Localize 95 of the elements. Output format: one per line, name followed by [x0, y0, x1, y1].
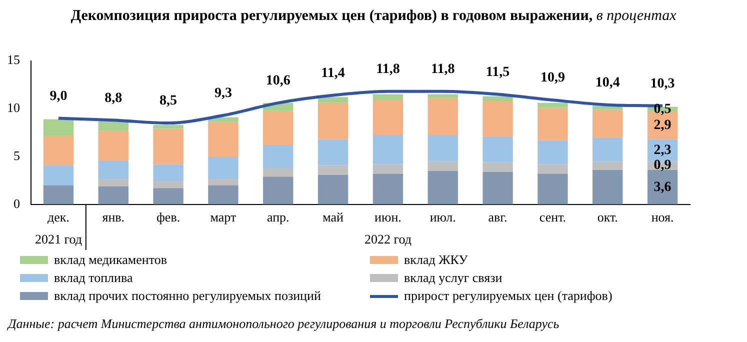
bar	[428, 170, 458, 204]
bar	[43, 119, 74, 136]
bar	[98, 130, 128, 160]
bar	[372, 164, 404, 174]
x-tick-label: июл.	[430, 210, 456, 225]
data-label: 11,8	[376, 62, 400, 78]
data-label: 11,8	[431, 62, 455, 78]
x-tick-label: окт.	[597, 210, 618, 225]
bar	[482, 101, 513, 136]
bar	[263, 168, 294, 177]
bar	[153, 164, 184, 180]
bar	[538, 164, 568, 174]
data-label: 0,9	[654, 158, 672, 174]
bar	[428, 94, 458, 98]
bar	[98, 178, 128, 186]
data-label: 9,3	[214, 86, 232, 101]
data-label: 10,4	[595, 75, 620, 90]
data-label: 11,4	[321, 66, 345, 81]
bar	[428, 134, 458, 162]
bar	[592, 161, 623, 170]
bar	[263, 176, 294, 204]
data-label: 2,9	[654, 118, 672, 134]
bar	[538, 108, 568, 140]
x-tick-label: ноя.	[651, 210, 674, 225]
bar	[482, 162, 513, 172]
y-tick-label: 0	[14, 196, 20, 211]
bar	[318, 174, 348, 204]
bar	[482, 172, 513, 204]
bar	[538, 102, 568, 108]
legend-label: вклад ЖКУ	[403, 252, 469, 268]
data-label: 8,8	[104, 90, 122, 106]
data-label: 10,3	[650, 76, 675, 92]
bar	[43, 185, 74, 204]
data-label: 3,6	[654, 180, 672, 195]
x-tick-label: апр.	[266, 210, 290, 225]
bar	[482, 96, 513, 102]
bar	[208, 185, 238, 204]
x-tick-label: май	[322, 210, 344, 225]
bar	[263, 145, 294, 168]
bar	[208, 156, 238, 179]
y-tick-label: 5	[14, 148, 20, 163]
bar	[153, 124, 184, 129]
y-tick-label: 10	[7, 100, 20, 116]
data-label: 10,9	[540, 70, 565, 86]
bar	[592, 170, 623, 204]
legend-label: вклад услуг связи	[403, 270, 504, 286]
bar	[208, 178, 238, 186]
bar	[592, 110, 623, 138]
legend-label: прирост регулируемых цен (тарифов)	[403, 288, 614, 304]
bar	[428, 161, 458, 171]
data-label: 10,6	[266, 74, 290, 89]
bar	[153, 128, 184, 164]
bar	[428, 98, 458, 135]
x-tick-label: сент.	[539, 210, 566, 225]
legend-label: вклад прочих постоянно регулируемых позиций	[53, 288, 322, 304]
x-tick-label: фев.	[156, 210, 180, 225]
data-label: 2,3	[654, 142, 672, 158]
bar	[153, 180, 184, 188]
bar	[372, 100, 404, 135]
x-tick-label: авг.	[488, 210, 508, 225]
data-label: 11,5	[486, 64, 510, 80]
bar	[98, 160, 128, 179]
legend-label: вклад топлива	[53, 270, 134, 286]
x-tick-label: март	[210, 210, 236, 225]
bar	[43, 135, 74, 166]
bar	[263, 110, 294, 146]
bar	[592, 137, 623, 162]
bar	[43, 165, 74, 186]
data-label: 8,5	[160, 94, 178, 109]
x-tick-label: янв.	[102, 210, 125, 225]
bar	[538, 140, 568, 164]
bar	[318, 97, 348, 103]
text: 2021 год	[34, 231, 82, 246]
bar	[372, 94, 404, 100]
bar	[318, 102, 348, 140]
bar	[153, 188, 184, 204]
text: Данные: расчет Министерства антимонопольного регулирования и торговли Республики Беларусь	[8, 316, 560, 332]
bar	[318, 139, 348, 166]
chart-title: Декомпозиция прироста регулируемых цен (тарифов) в годовом выражении,	[70, 8, 593, 24]
x-tick-label: июн.	[374, 210, 402, 225]
bar	[538, 174, 568, 204]
data-label: 9,0	[50, 88, 68, 104]
bar	[208, 122, 238, 157]
text: 2022 год	[364, 231, 412, 246]
bar	[482, 136, 513, 162]
y-tick-label: 15	[7, 52, 20, 68]
bar	[98, 121, 128, 131]
bar	[318, 165, 348, 175]
bar	[372, 174, 404, 204]
x-tick-label: дек.	[47, 210, 70, 225]
legend-label: вклад медикаментов	[53, 252, 168, 268]
chart-subtitle: в процентах	[596, 8, 676, 24]
bar	[372, 134, 404, 164]
bar	[98, 186, 128, 204]
data-label: 0,5	[654, 102, 672, 117]
